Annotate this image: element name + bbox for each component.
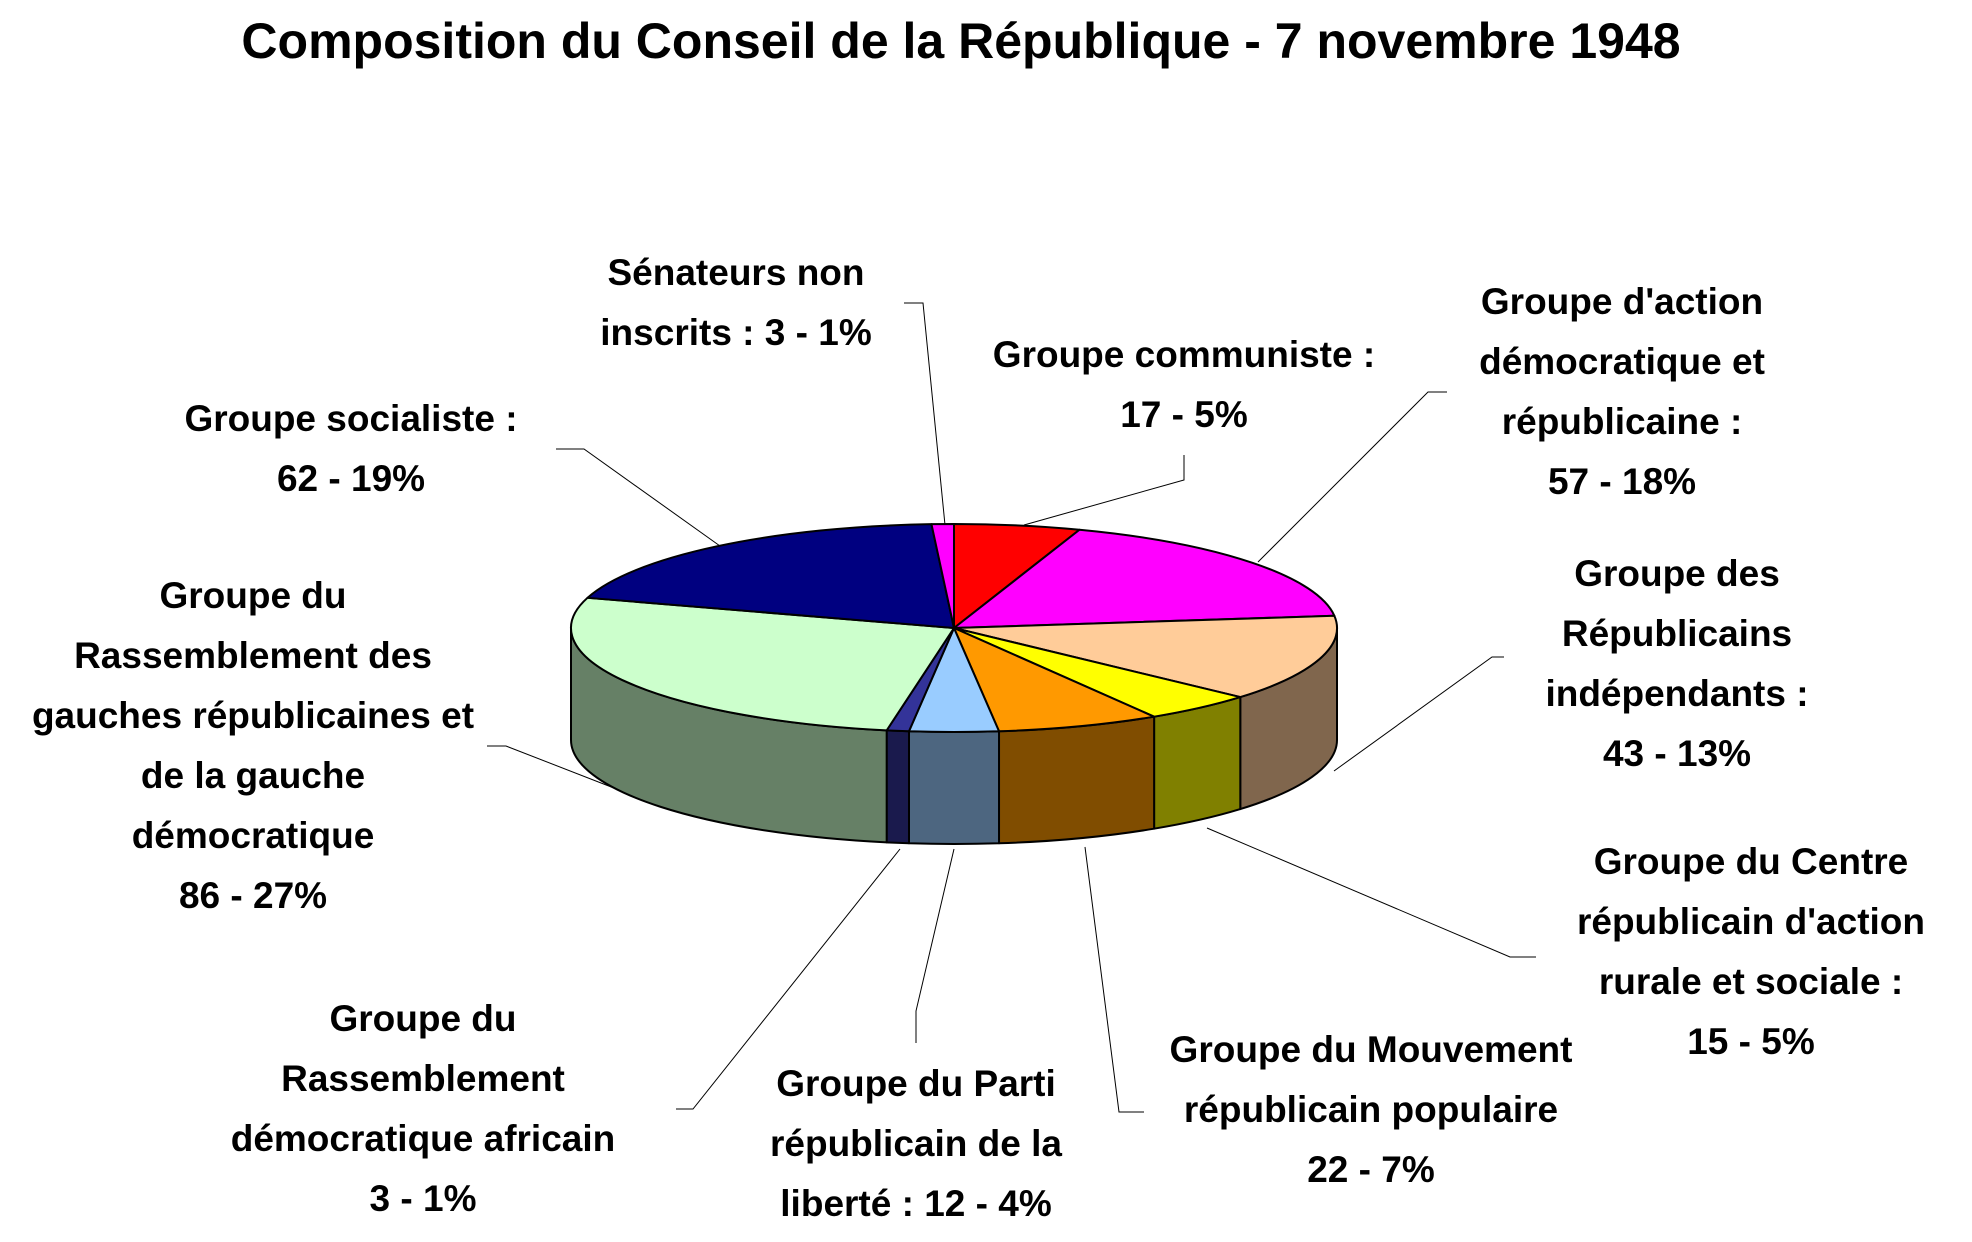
slice — [953, 614, 1338, 699]
slice-side — [885, 729, 910, 845]
category-label: Groupe du Centre républicain d'action ru… — [1576, 841, 1925, 1002]
value-label: 62 - 19% — [276, 458, 426, 499]
value-label: 12 - 4% — [924, 1183, 1052, 1224]
leader-line — [904, 302, 946, 526]
data-label: Groupe du Mouvement républicain populair… — [1149, 1020, 1594, 1200]
value-label: 3 - 1% — [369, 1178, 477, 1219]
leader-line — [676, 848, 901, 1110]
slice-side — [907, 730, 1001, 845]
slice — [953, 528, 1336, 629]
leader-line — [487, 745, 620, 791]
category-label: Groupe du Mouvement républicain populair… — [1169, 1029, 1573, 1130]
value-label: 15 - 5% — [1687, 1021, 1815, 1062]
chart-title: Composition du Conseil de la République … — [241, 13, 1681, 69]
slice — [586, 523, 955, 629]
category-label: Groupe d'action démocratique et républic… — [1479, 281, 1765, 442]
data-label: Groupe du Rassemblement démocratique afr… — [193, 989, 653, 1229]
data-label: Groupe d'action démocratique et républic… — [1447, 272, 1797, 512]
data-label: Groupe du Centre républicain d'action ru… — [1541, 832, 1961, 1072]
slice — [570, 596, 955, 732]
slice — [953, 627, 1156, 733]
value-label: 57 - 18% — [1547, 461, 1697, 502]
pie-tops — [570, 522, 1338, 733]
category-label: Groupe du Rassemblement des gauches répu… — [31, 575, 475, 856]
leader-line — [1257, 391, 1447, 563]
slice-side — [1153, 696, 1242, 830]
value-label: 17 - 5% — [1120, 394, 1248, 435]
value-label: 22 - 7% — [1307, 1149, 1435, 1190]
value-label: 86 - 27% — [178, 875, 328, 916]
category-label: Groupe du Rassemblement démocratique afr… — [230, 998, 616, 1159]
leader-line — [1023, 455, 1185, 526]
value-label: 3 - 1% — [764, 312, 872, 353]
data-label: Groupe du Parti républicain de la libert… — [744, 1054, 1089, 1234]
data-label: Groupe socialiste : 62 - 19% — [151, 389, 551, 509]
slice — [930, 522, 955, 629]
data-label: Sénateurs non inscrits : 3 - 1% — [576, 243, 896, 363]
slice-side — [998, 715, 1156, 845]
pie-sides — [570, 627, 1338, 845]
category-label: Groupe communiste : — [992, 334, 1376, 375]
leader-line — [1206, 827, 1536, 958]
leader-line — [915, 848, 955, 1043]
data-label: Groupe communiste : 17 - 5% — [949, 325, 1419, 445]
category-label: Groupe des Républicains indépendants : — [1545, 553, 1809, 714]
data-label: Groupe du Rassemblement des gauches répu… — [18, 566, 488, 926]
leader-line — [1333, 656, 1504, 772]
category-label: Sénateurs non inscrits : — [600, 252, 865, 353]
value-label: 43 - 13% — [1602, 733, 1752, 774]
category-label: Groupe du Parti républicain de la libert… — [770, 1063, 1062, 1224]
leader-line — [1084, 846, 1144, 1113]
leader-line — [556, 448, 721, 547]
data-label: Groupe des Républicains indépendants : 4… — [1507, 544, 1847, 784]
category-label: Groupe socialiste : — [184, 398, 518, 439]
